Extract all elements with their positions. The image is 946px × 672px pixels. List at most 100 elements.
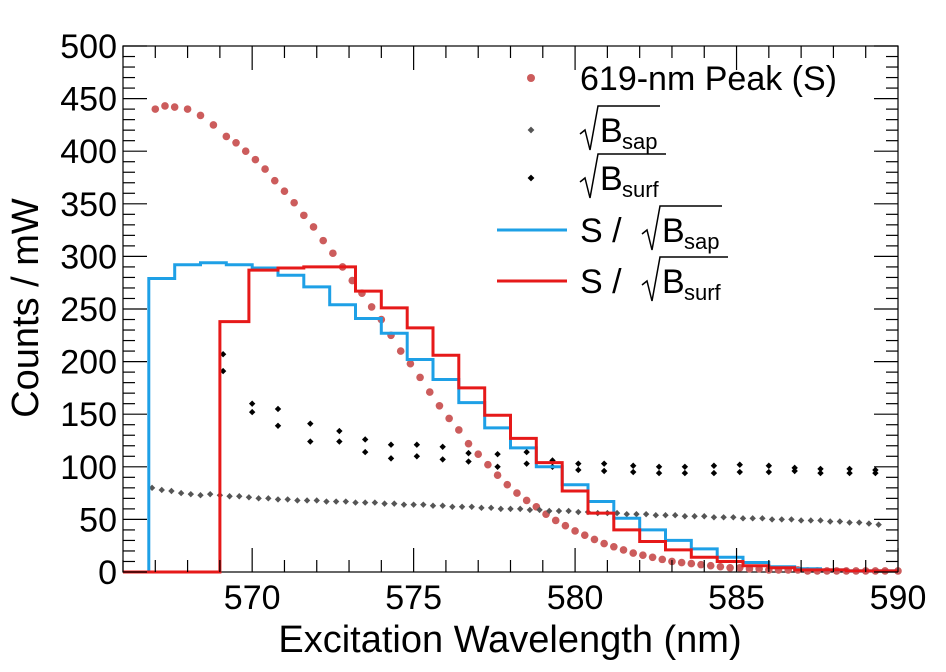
- data-point: [561, 521, 570, 530]
- data-point: [546, 507, 553, 515]
- legend-marker: [527, 174, 535, 182]
- data-point: [613, 509, 621, 517]
- data-point: [361, 436, 369, 443]
- data-point: [319, 236, 328, 245]
- data-point: [458, 503, 466, 510]
- data-point: [468, 503, 475, 510]
- y-tick-label: 300: [60, 238, 117, 276]
- data-point: [630, 468, 637, 476]
- legend-base: B: [600, 112, 623, 150]
- data-point: [474, 450, 483, 458]
- data-point: [309, 223, 318, 231]
- data-point: [197, 492, 204, 499]
- data-point: [177, 489, 185, 497]
- y-tick-label: 200: [60, 344, 117, 382]
- sqrt-icon: [579, 153, 666, 199]
- data-point: [161, 102, 169, 110]
- data-point: [464, 439, 473, 448]
- data-point: [300, 211, 308, 220]
- data-point: [710, 469, 718, 477]
- data-point: [791, 467, 798, 475]
- x-tick-label: 575: [385, 579, 442, 617]
- data-point: [455, 426, 463, 434]
- data-point: [284, 496, 291, 503]
- data-point: [290, 198, 298, 207]
- data-point: [600, 467, 608, 475]
- data-point: [681, 469, 689, 477]
- data-point: [429, 502, 437, 509]
- data-point: [701, 513, 708, 520]
- sqrt-icon: [641, 256, 728, 302]
- data-point: [387, 441, 395, 448]
- legend-item-0: 619-nm Peak (S): [527, 60, 837, 98]
- data-point: [687, 559, 696, 568]
- data-point: [219, 351, 227, 358]
- y-tick-label: 100: [60, 449, 117, 487]
- data-point: [630, 462, 637, 469]
- data-point: [494, 463, 501, 470]
- y-tick-label: 150: [60, 396, 117, 434]
- legend-base: B: [662, 263, 685, 301]
- data-point: [846, 465, 853, 473]
- data-point: [846, 519, 853, 526]
- x-tick-label: 590: [870, 579, 927, 617]
- data-point: [280, 187, 289, 195]
- data-point: [336, 438, 343, 445]
- data-point: [226, 493, 233, 500]
- data-point: [739, 515, 747, 522]
- legend-base: B: [662, 212, 685, 250]
- data-point: [367, 303, 376, 311]
- data-point: [706, 561, 715, 570]
- data-point: [400, 501, 408, 508]
- data-point: [513, 489, 521, 497]
- data-point: [232, 138, 240, 147]
- data-point: [352, 499, 359, 506]
- data-point: [522, 496, 531, 505]
- legend-marker: [527, 126, 535, 134]
- data-point: [313, 497, 320, 504]
- data-point: [817, 465, 824, 473]
- data-point: [416, 373, 424, 382]
- data-point: [836, 518, 844, 525]
- data-point: [465, 458, 472, 465]
- data-point: [865, 520, 873, 527]
- data-point: [590, 535, 599, 544]
- data-point: [425, 388, 434, 396]
- data-point: [336, 427, 343, 435]
- data-point: [435, 401, 444, 410]
- data-point: [265, 495, 272, 502]
- data-point: [575, 460, 582, 467]
- data-point: [749, 515, 756, 522]
- data-point: [413, 453, 421, 460]
- data-point: [248, 408, 256, 416]
- data-point: [307, 438, 314, 445]
- data-point: [642, 510, 650, 518]
- data-point: [765, 468, 773, 476]
- legend-subscript: surf: [684, 280, 722, 305]
- data-point: [236, 493, 243, 500]
- data-point: [516, 505, 524, 513]
- data-point: [261, 165, 269, 173]
- y-axis-title: Counts / mW: [5, 198, 47, 418]
- data-point: [555, 507, 563, 515]
- series-2: [219, 351, 879, 477]
- data-point: [826, 518, 834, 525]
- x-tick-label: 570: [224, 579, 281, 617]
- data-point: [655, 469, 663, 477]
- data-point: [248, 400, 256, 407]
- data-point: [206, 490, 214, 498]
- y-tick-label: 450: [60, 81, 117, 119]
- data-point: [697, 560, 705, 569]
- data-point: [536, 506, 543, 514]
- data-point: [303, 497, 311, 504]
- data-point: [662, 511, 669, 519]
- data-point: [655, 463, 663, 470]
- data-point: [765, 462, 773, 469]
- data-point: [245, 494, 253, 501]
- data-point: [872, 469, 879, 477]
- data-point: [439, 502, 446, 509]
- data-point: [307, 420, 314, 427]
